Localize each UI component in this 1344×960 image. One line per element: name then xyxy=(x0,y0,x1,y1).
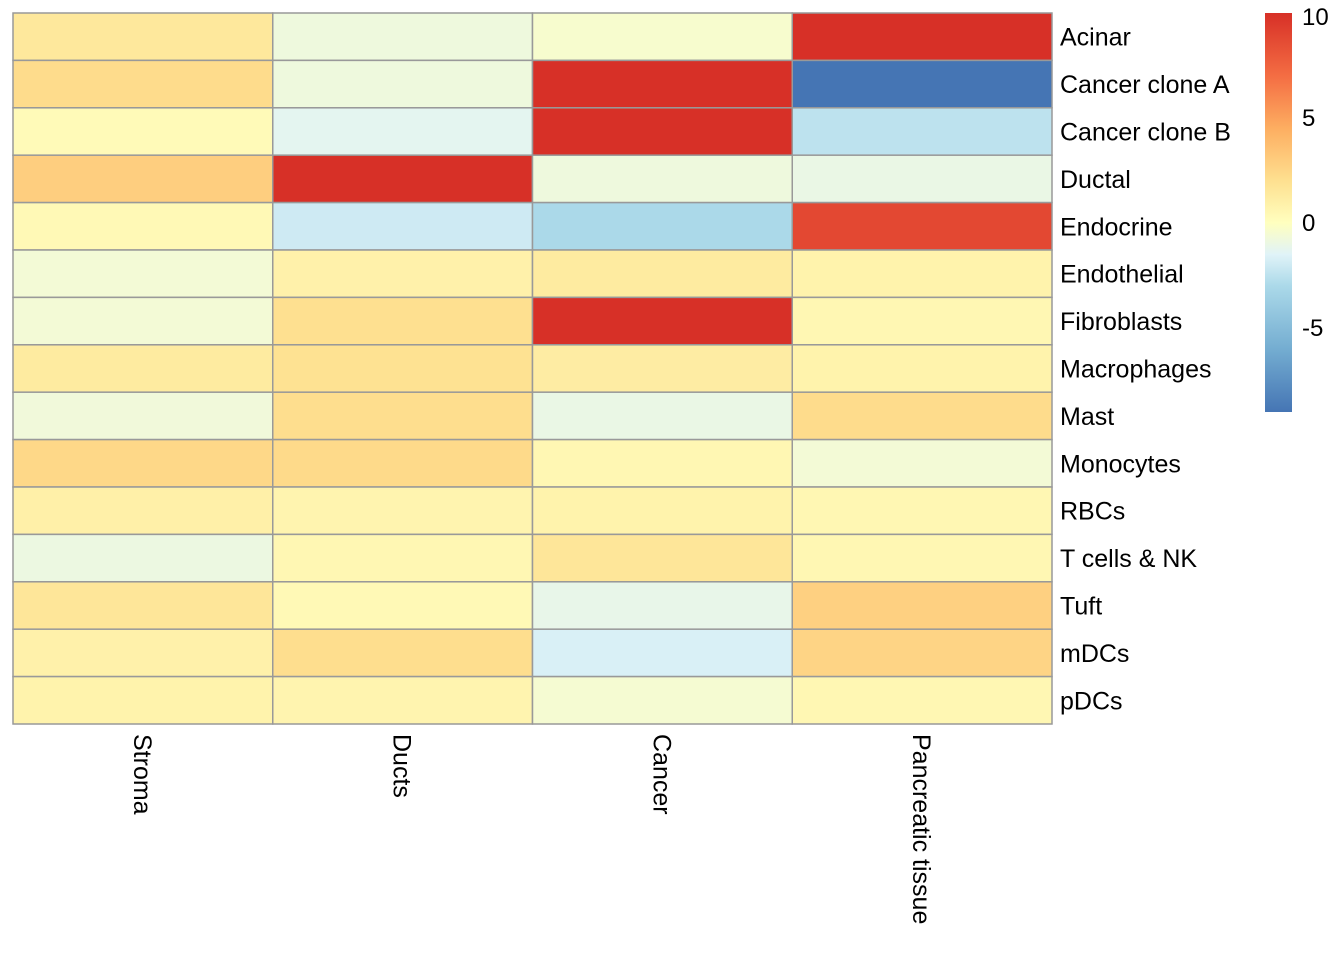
heatmap-cell xyxy=(272,344,534,393)
heatmap-cell xyxy=(12,59,274,109)
heatmap-cell xyxy=(272,486,534,536)
heatmap-cell xyxy=(12,107,274,156)
heatmap-cell xyxy=(531,296,793,346)
heatmap-cell xyxy=(272,438,534,488)
heatmap-cell xyxy=(272,533,534,583)
heatmap-cell xyxy=(791,12,1053,62)
row-label: Cancer clone A xyxy=(1060,71,1230,99)
column-labels: Stroma Ducts Cancer Pancreatic tissue xyxy=(128,734,935,924)
heatmap-cell xyxy=(272,581,534,630)
heatmap-cell xyxy=(791,344,1053,393)
row-label: Fibroblasts xyxy=(1060,308,1182,336)
heatmap-cell xyxy=(791,201,1053,251)
heatmap-cell xyxy=(272,391,534,441)
heatmap-cell xyxy=(791,438,1053,488)
heatmap-cell xyxy=(12,296,274,346)
heatmap-cell xyxy=(531,391,793,441)
heatmap-cell xyxy=(791,59,1053,109)
heatmap-cell xyxy=(12,581,274,630)
heatmap-cell xyxy=(531,533,793,583)
heatmap-cell xyxy=(12,438,274,488)
heatmap-cell xyxy=(12,344,274,393)
heatmap-cell xyxy=(531,628,793,678)
heatmap-cell xyxy=(791,533,1053,583)
heatmap-cell xyxy=(272,249,534,299)
color-legend: -5 0 5 10 xyxy=(1265,4,1329,412)
legend-tick-label: 5 xyxy=(1302,105,1315,132)
heatmap-cell xyxy=(12,12,274,62)
heatmap-cell xyxy=(791,107,1053,156)
row-label: Endothelial xyxy=(1060,261,1184,289)
heatmap-cell xyxy=(531,201,793,251)
row-labels: Acinar Cancer clone A Cancer clone B Ductal… xyxy=(1060,24,1231,716)
heatmap-cell xyxy=(791,486,1053,536)
heatmap-cell xyxy=(12,628,274,678)
heatmap-cell xyxy=(12,533,274,583)
heatmap-cell xyxy=(531,581,793,630)
legend-tick-labels: -5 0 5 10 xyxy=(1302,4,1329,342)
row-label: pDCs xyxy=(1060,687,1123,715)
legend-tick-label: 10 xyxy=(1302,4,1329,31)
heatmap-cell xyxy=(12,154,274,204)
heatmap-cell xyxy=(272,107,534,156)
heatmap-cells xyxy=(12,12,1053,725)
row-label: Cancer clone B xyxy=(1060,119,1231,147)
heatmap-cell xyxy=(272,12,534,62)
column-label: Pancreatic tissue xyxy=(907,734,935,924)
heatmap-cell xyxy=(531,12,793,62)
column-label: Cancer xyxy=(647,734,675,815)
column-label: Ducts xyxy=(388,734,416,798)
heatmap-cell xyxy=(791,581,1053,630)
heatmap-cell xyxy=(12,486,274,536)
row-label: Ductal xyxy=(1060,166,1131,194)
heatmap-cell xyxy=(791,675,1053,725)
row-label: mDCs xyxy=(1060,640,1129,668)
row-label: Acinar xyxy=(1060,24,1131,52)
legend-color-bar xyxy=(1265,13,1292,412)
heatmap-cell xyxy=(791,628,1053,678)
heatmap-cell xyxy=(531,249,793,299)
row-label: Endocrine xyxy=(1060,213,1173,241)
heatmap-cell xyxy=(531,59,793,109)
heatmap-cell xyxy=(12,391,274,441)
row-label: T cells & NK xyxy=(1060,545,1197,573)
heatmap-cell xyxy=(531,154,793,204)
heatmap-cell xyxy=(12,201,274,251)
legend-tick-label: -5 xyxy=(1302,315,1323,342)
legend-tick-label: 0 xyxy=(1302,210,1315,237)
row-label: RBCs xyxy=(1060,498,1125,526)
heatmap-cell xyxy=(791,154,1053,204)
heatmap-cell xyxy=(272,201,534,251)
column-label: Stroma xyxy=(128,734,156,815)
row-label: Mast xyxy=(1060,403,1114,431)
heatmap-cell xyxy=(531,107,793,156)
row-label: Tuft xyxy=(1060,593,1102,621)
row-label: Macrophages xyxy=(1060,356,1211,384)
row-label: Monocytes xyxy=(1060,450,1181,478)
heatmap-cell xyxy=(531,486,793,536)
heatmap-cell xyxy=(791,296,1053,346)
heatmap-cell xyxy=(12,675,274,725)
heatmap-cell xyxy=(531,438,793,488)
heatmap-cell xyxy=(12,249,274,299)
heatmap-cell xyxy=(531,675,793,725)
heatmap-cell xyxy=(272,628,534,678)
heatmap-cell xyxy=(272,154,534,204)
heatmap-cell xyxy=(272,296,534,346)
heatmap-cell xyxy=(531,344,793,393)
heatmap-cell xyxy=(272,675,534,725)
heatmap-cell xyxy=(272,59,534,109)
heatmap-cell xyxy=(791,391,1053,441)
heatmap-cell xyxy=(791,249,1053,299)
